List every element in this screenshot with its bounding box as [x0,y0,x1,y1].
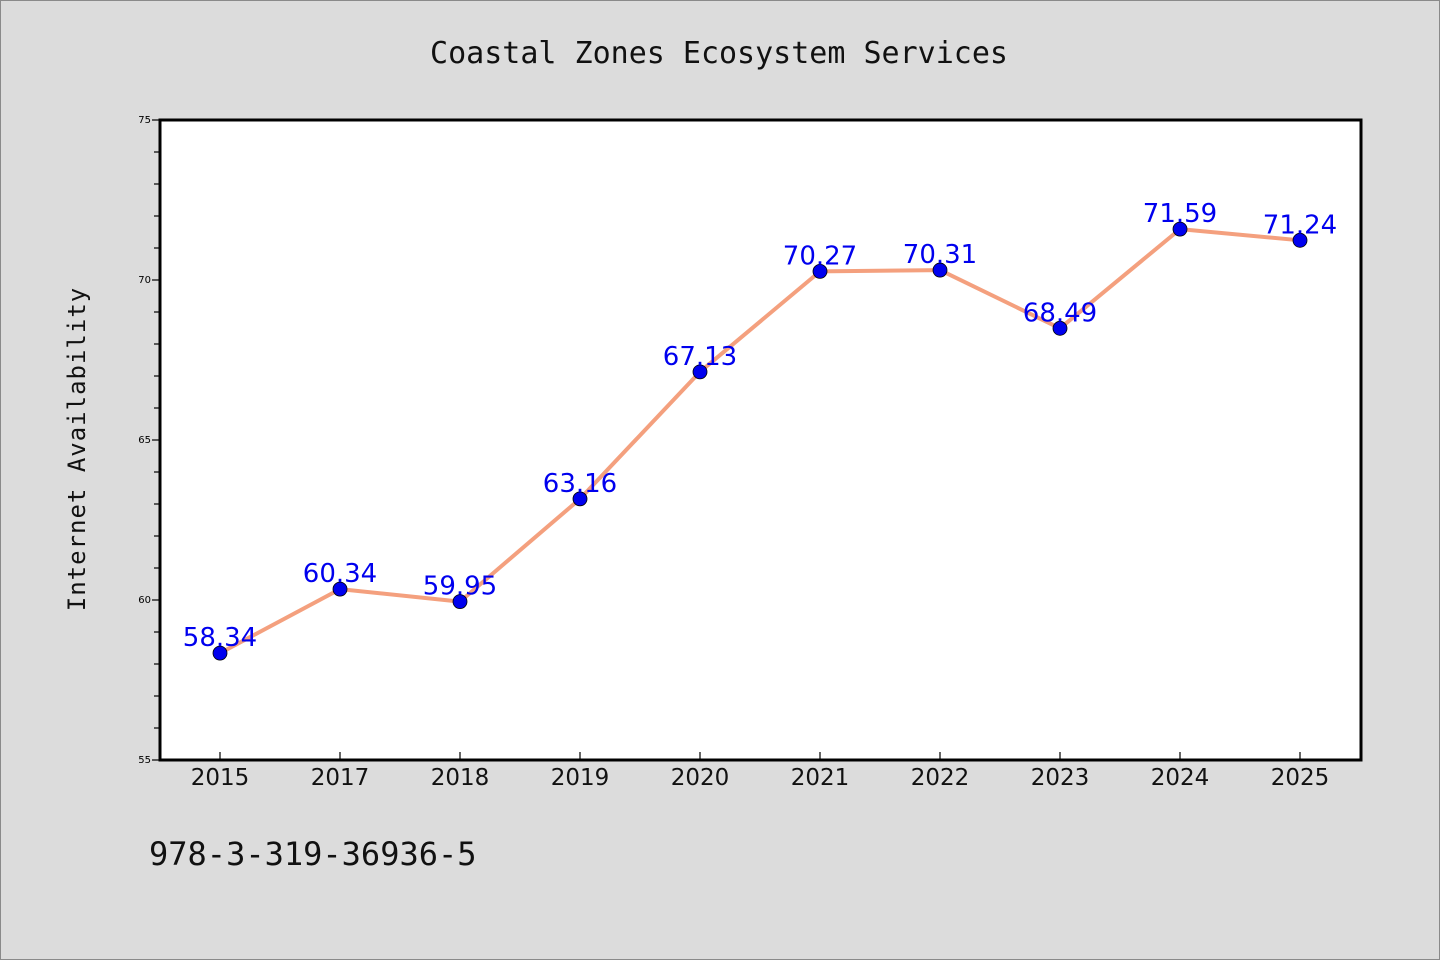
y-tick-label: 75 [138,115,151,126]
data-label: 59.95 [423,572,497,602]
data-point [332,581,348,597]
data-point [452,594,468,609]
x-tick-label: 2025 [1271,765,1330,791]
x-tick-label: 2024 [1151,765,1210,791]
data-point [1052,320,1068,336]
y-tick-label: 65 [138,435,151,446]
x-tick-label: 2017 [311,765,370,791]
y-axis-label: Internet Availability [63,287,91,611]
series-line [218,227,1302,656]
x-tick-label: 2023 [1031,765,1090,791]
data-label: 68.49 [1023,298,1097,328]
data-point [1172,221,1188,237]
series-layer: 58.34 60.34 59.95 63.16 67.13 70.27 70.31 68.49… [183,199,1337,661]
x-tick-label: 2018 [431,765,490,791]
data-point [212,645,228,661]
x-tick-label: 2022 [911,765,970,791]
x-tick-label: 2019 [551,765,610,791]
data-label: 60.34 [303,559,377,589]
x-tick-label: 2015 [191,765,250,791]
data-label: 71.59 [1143,199,1217,229]
data-point [1292,232,1308,248]
y-tick-label: 70 [138,275,151,286]
y-tick-label: 55 [138,755,151,766]
data-label: 63.16 [543,469,617,499]
chart-title: Coastal Zones Ecosystem Services [430,36,1008,71]
x-tick-label: 2020 [671,765,730,791]
data-label: 67.13 [663,342,737,372]
x-axis: 2015 2017 2018 2019 2020 2021 2022 2023 2024 2025 [191,752,1330,791]
isbn-label: 978-3-319-36936-5 [149,835,477,873]
data-point [572,491,588,507]
data-label: 70.31 [903,240,977,270]
data-label: 58.34 [183,623,257,653]
y-tick-label: 60 [138,595,151,606]
plot-area [158,118,1363,762]
data-point [812,263,828,279]
data-point [692,364,708,380]
data-label: 70.27 [783,241,857,271]
data-point [932,262,948,278]
y-axis: 55 60 65 70 75 [138,115,160,766]
data-label: 71.24 [1263,210,1337,240]
x-tick-label: 2021 [791,765,850,791]
